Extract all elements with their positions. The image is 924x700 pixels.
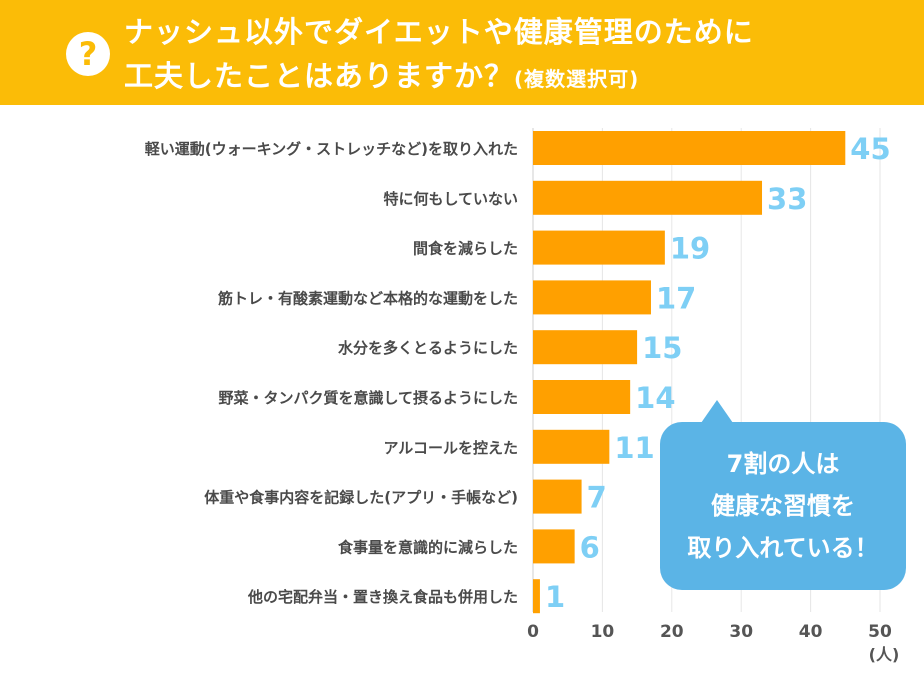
callout-bubble: 7割の人は 健康な習慣を 取り入れている！ xyxy=(660,422,906,590)
callout-line: 健康な習慣を xyxy=(711,492,855,520)
chart-title: ナッシュ以外でダイエットや健康管理のために 工夫したことはありますか？(複数選択… xyxy=(124,10,754,101)
bar xyxy=(533,131,846,165)
value-label: 45 xyxy=(850,132,890,166)
category-label: 野菜・タンパク質を意識して摂るようにした xyxy=(218,389,518,407)
bar xyxy=(533,579,540,614)
value-label: 1 xyxy=(545,580,565,614)
bar xyxy=(533,529,575,564)
value-label: 33 xyxy=(767,182,807,216)
category-label: 食事量を意識的に減らした xyxy=(338,538,518,556)
bar xyxy=(533,479,582,514)
title-line-2: 工夫したことはありますか？ xyxy=(124,59,515,93)
bar xyxy=(533,280,651,315)
value-label: 17 xyxy=(656,281,696,315)
bar xyxy=(533,330,638,365)
callout-line: 7割の人は xyxy=(726,450,840,478)
category-label: 特に何もしていない xyxy=(383,190,518,208)
question-circle-icon: ? xyxy=(66,32,110,76)
x-tick-label: 40 xyxy=(799,622,823,642)
category-label: 軽い運動(ウォーキング・ストレッチなど)を取り入れた xyxy=(145,140,518,158)
header-banner: ? ナッシュ以外でダイエットや健康管理のために 工夫したことはありますか？(複数… xyxy=(0,0,924,105)
x-tick-label: 50 xyxy=(868,622,892,642)
value-label: 14 xyxy=(635,381,675,415)
x-unit-label: (人) xyxy=(869,645,900,664)
category-label: 間食を減らした xyxy=(413,240,518,258)
x-tick-label: 30 xyxy=(729,622,753,642)
callout-line: 取り入れている！ xyxy=(687,534,879,562)
title-line-1: ナッシュ以外でダイエットや健康管理のために xyxy=(124,15,754,49)
bar xyxy=(533,429,610,464)
category-label: 体重や食事内容を記録した(アプリ・手帳など) xyxy=(204,489,518,507)
bar xyxy=(533,230,665,265)
x-tick-label: 20 xyxy=(660,622,684,642)
x-tick-label: 10 xyxy=(591,622,615,642)
category-label: 水分を多くとるようにした xyxy=(338,339,518,357)
bar xyxy=(533,180,763,215)
category-label: 筋トレ・有酸素運動など本格的な運動をした xyxy=(217,289,518,307)
value-label: 11 xyxy=(614,431,654,465)
category-label: 他の宅配弁当・置き換え食品も併用した xyxy=(247,588,518,606)
value-label: 6 xyxy=(580,530,600,564)
value-label: 7 xyxy=(587,481,607,515)
x-tick-label: 0 xyxy=(527,622,539,642)
bar xyxy=(533,380,631,414)
value-label: 15 xyxy=(642,331,682,365)
title-subnote: (複数選択可) xyxy=(514,67,640,91)
category-label: アルコールを控えた xyxy=(383,439,518,457)
callout-pointer xyxy=(701,400,733,423)
value-label: 19 xyxy=(670,232,710,266)
